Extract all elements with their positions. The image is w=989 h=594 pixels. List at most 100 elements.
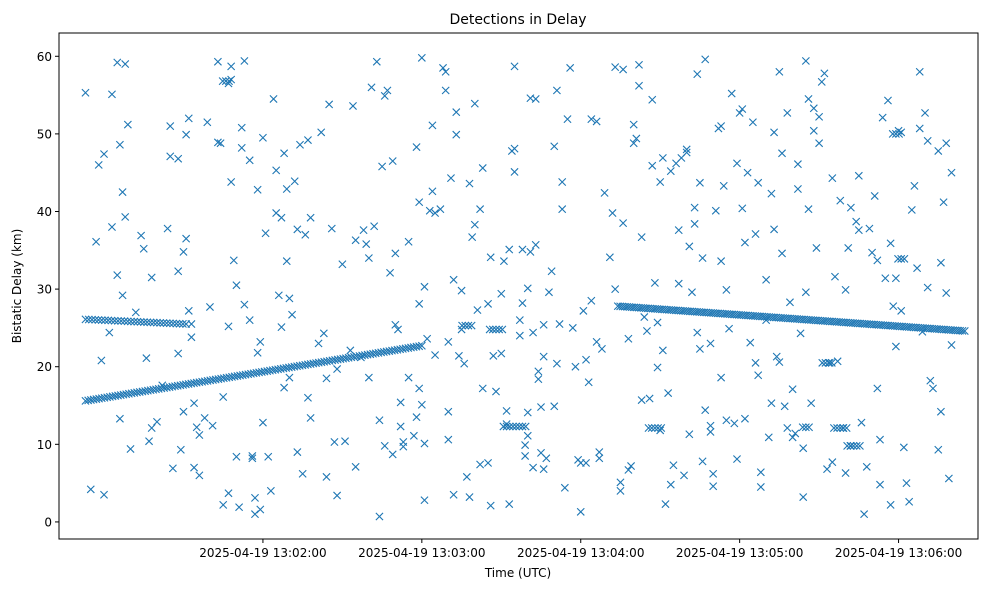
detection-marker (156, 318, 165, 327)
detection-marker (192, 423, 201, 432)
detection-marker (184, 306, 193, 315)
detection-marker (253, 348, 262, 357)
detection-marker (97, 316, 106, 325)
detection-marker (237, 123, 246, 132)
detection-marker (126, 444, 135, 453)
detection-marker (362, 240, 371, 249)
detection-marker (783, 108, 792, 117)
detection-marker (690, 203, 699, 212)
detection-marker (597, 344, 606, 353)
detection-marker (706, 339, 715, 348)
detection-marker (886, 500, 895, 509)
detection-marker (510, 62, 519, 71)
detection-marker (174, 349, 183, 358)
detection-marker (478, 384, 487, 393)
detection-marker (878, 113, 887, 122)
detection-marker (550, 142, 559, 151)
detection-marker (523, 431, 532, 440)
detection-marker (657, 424, 666, 433)
detection-marker (277, 323, 286, 332)
detection-marker (785, 298, 794, 307)
detection-marker (107, 223, 116, 232)
detection-marker (544, 288, 553, 297)
detection-marker (521, 451, 530, 460)
detection-marker (889, 302, 898, 311)
detection-marker (444, 337, 453, 346)
detection-marker (420, 282, 429, 291)
detection-marker (934, 445, 943, 454)
detection-marker (388, 157, 397, 166)
detection-marker (942, 288, 951, 297)
detection-marker (600, 188, 609, 197)
detection-marker (582, 458, 591, 467)
detection-marker (107, 90, 116, 99)
detection-marker (94, 315, 103, 324)
detection-marker (894, 254, 903, 263)
detection-marker (86, 485, 95, 494)
detection-marker (190, 399, 199, 408)
detection-marker (338, 260, 347, 269)
detection-marker (907, 205, 916, 214)
detection-marker (842, 424, 851, 433)
detection-marker (902, 479, 911, 488)
detection-marker (653, 363, 662, 372)
detection-marker (115, 140, 124, 149)
detection-marker (113, 58, 122, 67)
detection-marker (92, 237, 101, 246)
detection-marker (798, 423, 807, 432)
detection-marker (225, 77, 234, 86)
detection-marker (619, 65, 628, 74)
detection-marker (833, 424, 842, 433)
detection-marker (280, 149, 289, 158)
detection-marker (740, 238, 749, 247)
detection-marker (821, 358, 830, 367)
detection-marker (611, 285, 620, 294)
y-tick-label: 20 (37, 360, 52, 374)
detection-marker (748, 118, 757, 127)
detection-marker (417, 341, 426, 350)
detection-marker (725, 324, 734, 333)
detection-marker (518, 422, 527, 431)
detection-marker (740, 414, 749, 423)
detection-marker (751, 230, 760, 238)
detection-marker (812, 243, 821, 252)
detection-marker (960, 327, 969, 336)
detection-marker (836, 196, 845, 205)
detection-marker (113, 271, 122, 280)
detection-marker (891, 342, 900, 351)
detection-marker (685, 430, 694, 439)
detection-marker (722, 416, 731, 425)
detection-marker (648, 161, 657, 170)
detection-marker (854, 226, 863, 235)
detection-marker (131, 308, 140, 317)
detection-marker (375, 512, 384, 521)
detection-marker (900, 254, 909, 263)
y-axis-label: Bistatic Delay (km) (10, 229, 24, 344)
detection-marker (521, 441, 530, 450)
detection-marker (452, 130, 461, 139)
detection-marker (248, 451, 257, 460)
detection-marker (317, 128, 326, 137)
detection-marker (523, 284, 532, 293)
detection-marker (584, 378, 593, 387)
detection-marker (767, 189, 776, 198)
detection-marker (923, 136, 932, 145)
detection-marker (756, 468, 765, 477)
detection-marker (647, 424, 656, 433)
detection-marker (611, 63, 620, 72)
detection-marker (709, 469, 718, 478)
detection-marker (653, 318, 662, 327)
detection-marker (383, 86, 392, 95)
detection-marker (195, 431, 204, 439)
detection-marker (491, 325, 500, 334)
detection-marker (791, 429, 800, 438)
detection-marker (314, 339, 323, 348)
detection-marker (499, 422, 508, 431)
detection-marker (934, 146, 943, 155)
detection-marker (706, 427, 715, 436)
detection-marker (330, 438, 339, 446)
detection-marker (162, 319, 171, 328)
detection-marker (325, 100, 334, 109)
detection-marker (915, 124, 924, 133)
